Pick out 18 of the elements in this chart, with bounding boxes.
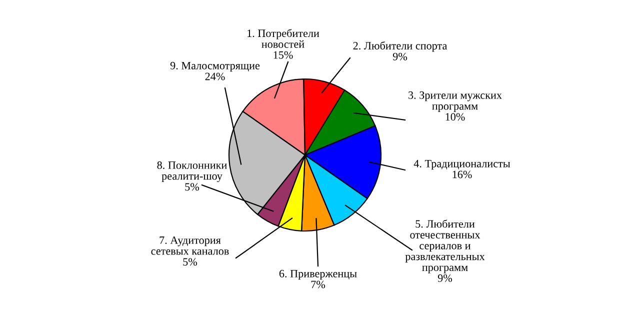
data-label: 9% — [392, 52, 408, 60]
slice-label: 4. Традиционалисты — [414, 160, 510, 170]
slice-label: 1. Потребители новостей — [248, 28, 320, 48]
slice-label: 2. Любители спорта — [353, 41, 448, 52]
slice-label: 6. Приверженцы — [279, 270, 357, 280]
data-label: 5% — [183, 258, 198, 266]
slice-label: 8. Поклонники реалити-шоу — [157, 161, 227, 182]
slice-label: 9. Малосмотрящие — [170, 62, 260, 72]
data-label: 9% — [438, 274, 452, 282]
slice-label: 7. Аудитория сетевых каналов — [151, 236, 229, 255]
data-label: 16% — [452, 170, 472, 178]
data-label: 5% — [185, 183, 200, 191]
data-label: 7% — [311, 280, 326, 288]
slice-label: 5. Любители отечественных сериалов и развлекательных программ — [405, 220, 485, 274]
data-label: 24% — [205, 72, 225, 80]
data-label: 10% — [446, 113, 465, 121]
slice-label: 3. Зрители мужских программ — [408, 91, 502, 112]
data-label: 15% — [274, 51, 293, 59]
